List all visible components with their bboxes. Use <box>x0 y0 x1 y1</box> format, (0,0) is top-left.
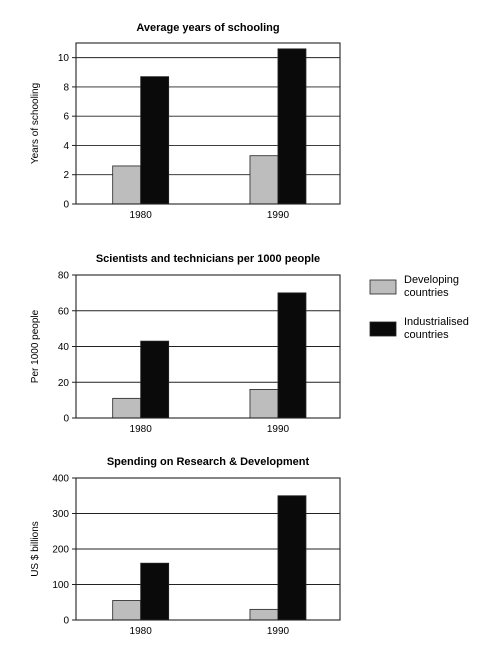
y-tick-label: 400 <box>52 474 69 485</box>
y-axis-label: US $ billions <box>30 521 41 577</box>
bar-industrialised-1990 <box>277 292 307 419</box>
y-tick-label: 2 <box>63 170 69 181</box>
y-tick-label: 0 <box>63 200 69 211</box>
x-tick-label: 1980 <box>130 424 153 435</box>
x-tick-label: 1990 <box>267 210 290 221</box>
plot-frame <box>75 42 341 205</box>
chart-title: Average years of schooling <box>136 22 279 34</box>
bar-developing-1990 <box>249 155 279 205</box>
chart-2: Scientists and technicians per 1000 peop… <box>30 253 341 435</box>
y-tick-label: 6 <box>63 112 69 123</box>
charts-layer: Average years of schooling 0 2 4 6 8 10 Years o… <box>30 22 341 637</box>
chart-title: Scientists and technicians per 1000 peop… <box>96 253 320 265</box>
bar-developing-1990 <box>249 608 279 621</box>
chart-3: Spending on Research & Development 0 100 20… <box>30 456 341 637</box>
y-axis-label: Years of schooling <box>30 83 41 164</box>
x-tick-label: 1990 <box>267 424 290 435</box>
legend: DevelopingcountriesIndustrialisedcountri… <box>369 274 469 341</box>
x-tick-label: 1990 <box>267 626 290 637</box>
x-tick-label: 1980 <box>130 626 153 637</box>
y-tick-label: 10 <box>58 53 70 64</box>
y-tick-label: 4 <box>63 141 69 152</box>
y-tick-label: 20 <box>58 378 70 389</box>
y-tick-label: 60 <box>58 306 70 317</box>
bar-developing-1980 <box>112 600 142 621</box>
bar-industrialised-1990 <box>277 495 307 621</box>
legend-swatch-developing <box>369 279 397 295</box>
bar-industrialised-1980 <box>140 340 170 419</box>
y-axis-label: Per 1000 people <box>30 309 41 383</box>
bar-developing-1980 <box>112 397 142 419</box>
bar-industrialised-1980 <box>140 76 170 205</box>
y-tick-label: 80 <box>58 271 70 282</box>
chart-title: Spending on Research & Development <box>107 456 310 468</box>
y-tick-label: 40 <box>58 342 70 353</box>
x-tick-label: 1980 <box>130 210 153 221</box>
plot-frame <box>75 274 341 419</box>
bar-industrialised-1990 <box>277 48 307 205</box>
chart-1: Average years of schooling 0 2 4 6 8 10 Years o… <box>30 22 341 221</box>
y-tick-label: 8 <box>63 82 69 93</box>
y-tick-label: 0 <box>63 616 69 627</box>
y-tick-label: 200 <box>52 545 69 556</box>
legend-label: countries <box>404 287 449 299</box>
y-tick-label: 100 <box>52 580 69 591</box>
legend-swatch-industrialised <box>369 321 397 337</box>
legend-label: countries <box>404 329 449 341</box>
y-tick-label: 300 <box>52 509 69 520</box>
legend-label: Industrialised <box>404 316 469 328</box>
bar-industrialised-1980 <box>140 562 170 621</box>
y-tick-label: 0 <box>63 414 69 425</box>
bar-developing-1980 <box>112 165 142 205</box>
legend-label: Developing <box>404 274 459 286</box>
bar-developing-1990 <box>249 388 279 419</box>
plot-frame <box>75 477 341 621</box>
